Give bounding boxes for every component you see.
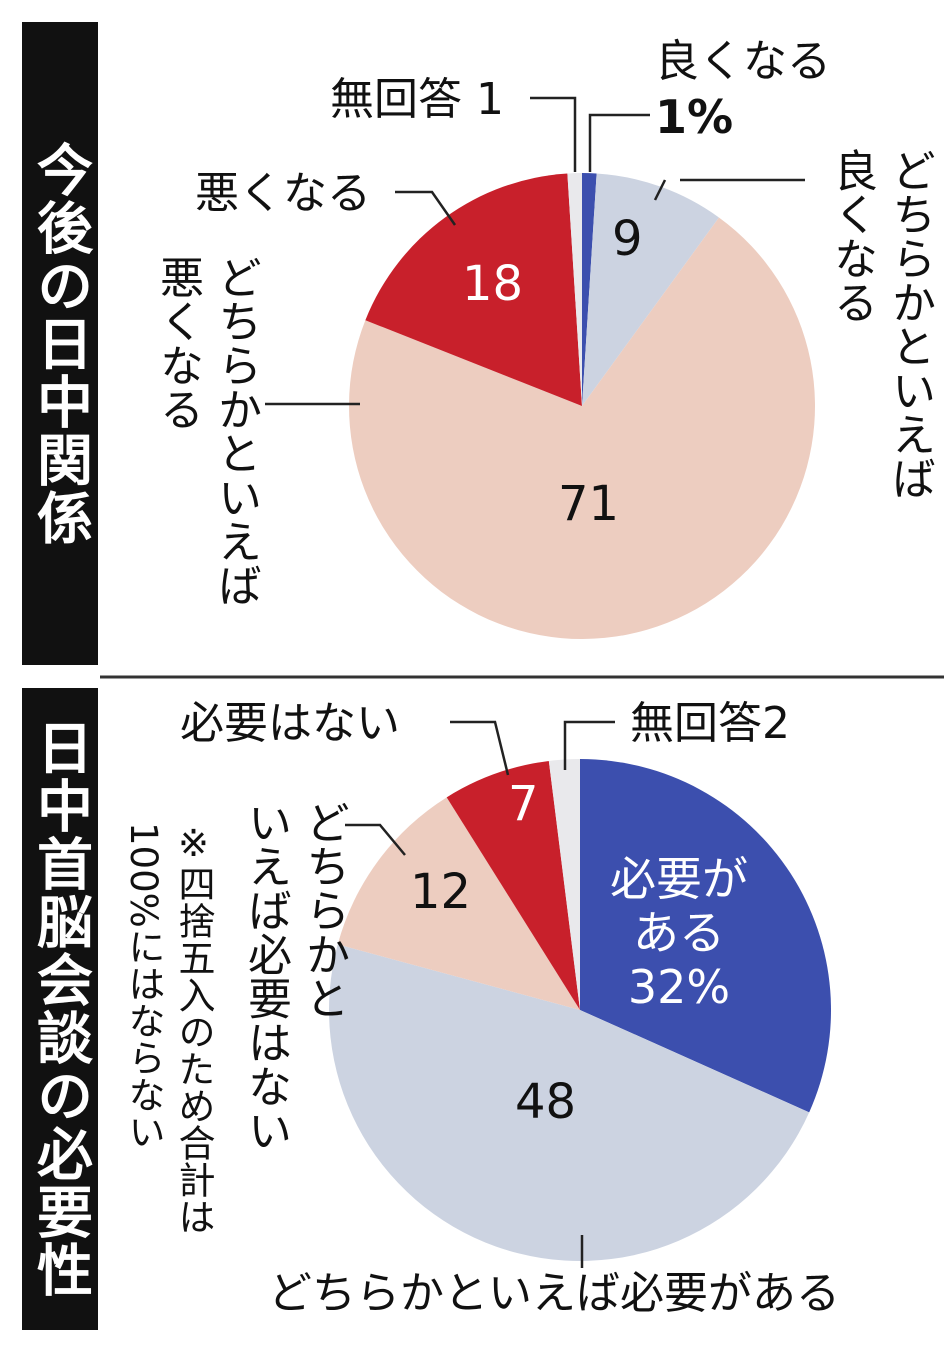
leader-line: [588, 113, 650, 172]
value-label: 7: [508, 776, 539, 832]
label-bot-rather-not-needed: どちらかと いえば必要はない: [240, 800, 349, 1152]
leader-line: [395, 190, 457, 226]
label-top-rather-good: どちらかといえば 良くなる: [826, 148, 935, 500]
leader-line: [563, 720, 615, 770]
footnote: ※四捨五入のため合計は 100%にはならない: [122, 822, 215, 1235]
label-top-noanswer: 無回答 1: [330, 74, 504, 125]
value-label: 12: [410, 864, 472, 920]
label-bot-noanswer: 無回答2: [630, 698, 790, 749]
pie-slice: [365, 173, 582, 406]
value-label: 48: [515, 1074, 577, 1130]
pie-slice: [337, 797, 580, 1010]
pie-slice: [548, 759, 580, 1010]
top-chart-title: 今後の日中関係: [22, 22, 98, 665]
label-top-good-pct: 1%: [655, 90, 734, 144]
pie-slice: [567, 173, 582, 406]
value-label: 71: [558, 476, 620, 532]
pie-slice: [446, 760, 580, 1010]
pie-slice: [582, 173, 719, 406]
label-top-rather-bad: どちらかといえば 悪くなる: [152, 255, 261, 607]
value-label: 9: [612, 211, 643, 267]
pie-slice: [349, 217, 816, 639]
leader-line: [653, 179, 667, 201]
bottom-chart-title: 日中首脳会談の必要性: [22, 688, 98, 1330]
pie-slice: [582, 173, 597, 406]
pie-slice: [580, 759, 831, 1113]
leader-line: [345, 823, 406, 856]
label-bot-not-needed: 必要はない: [180, 698, 400, 749]
label-top-bad: 悪くなる: [195, 168, 371, 219]
leader-line: [530, 96, 577, 172]
value-label: 18: [462, 256, 524, 312]
label-bot-rather-needed: どちらかといえば必要がある: [268, 1268, 840, 1319]
label-bot-needed: 必要が ある 32%: [610, 852, 748, 1014]
pie-slice: [328, 944, 810, 1262]
leader-line: [450, 720, 510, 776]
label-top-good: 良くなる: [655, 36, 831, 87]
